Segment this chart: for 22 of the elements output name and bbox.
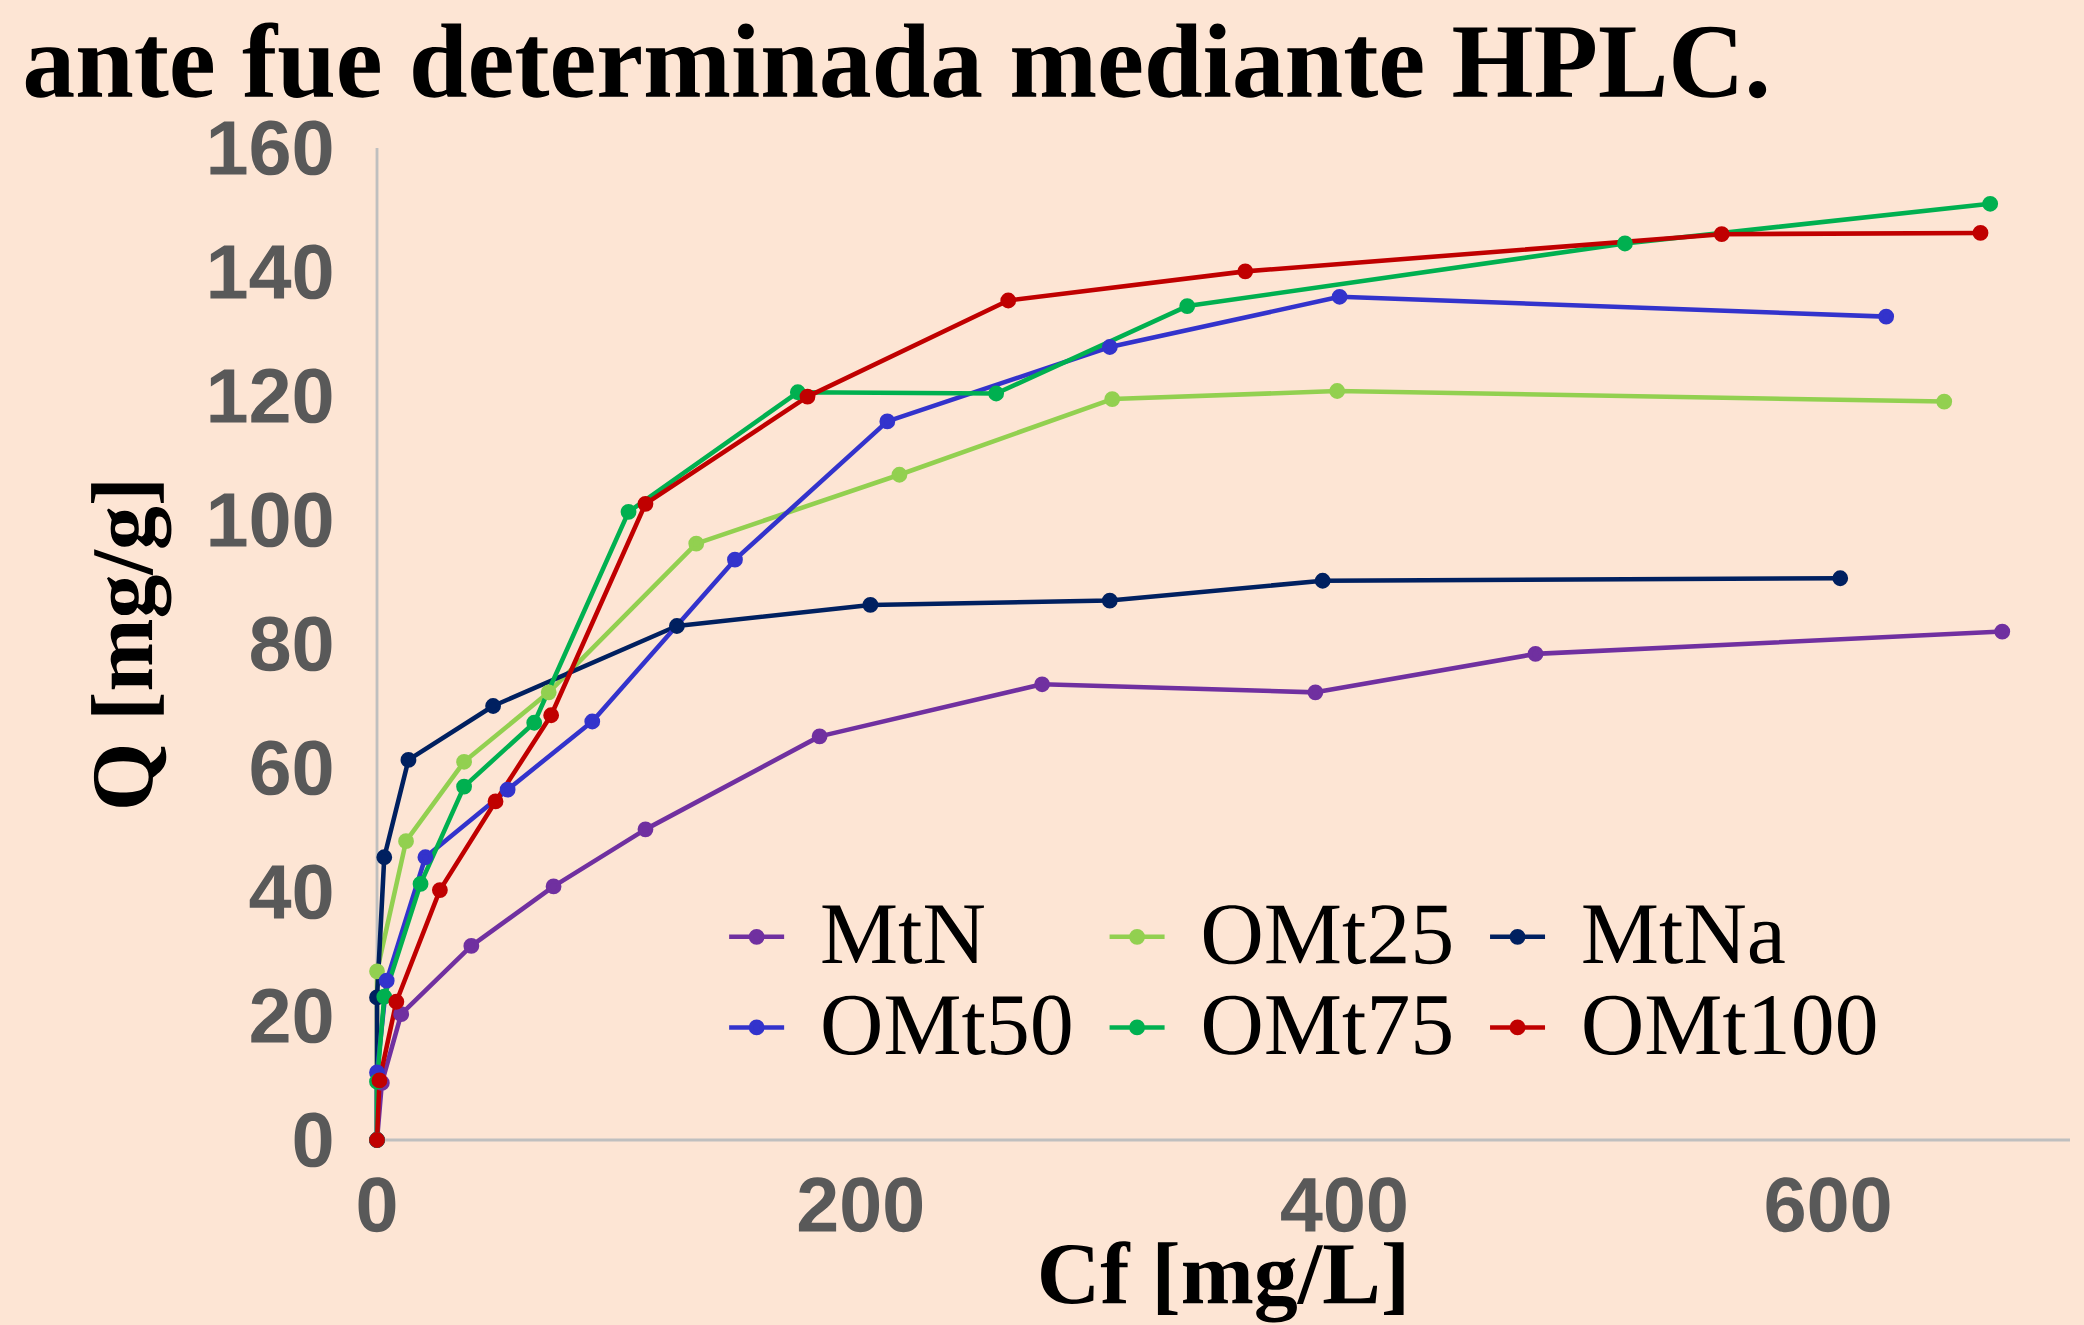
y-tick-label: 100 [210,492,332,548]
x-tick-label: 200 [798,1177,923,1233]
legend-label: MtNa [1583,905,1785,964]
chart-title: ante fue determinada mediante HPLC. [25,22,1767,99]
legend-label: OMt75 [1203,995,1451,1055]
x-tick-label: 400 [1281,1177,1406,1233]
y-tick-label: 0 [294,1112,332,1168]
y-tick-label: 140 [210,244,332,300]
x-tick-label: 600 [1766,1177,1890,1233]
legend-label: OMt50 [823,995,1071,1055]
y-tick-label: 120 [210,368,332,424]
legend-label: OMt100 [1584,995,1876,1055]
legend-label: OMt25 [1203,905,1451,965]
x-axis-title: Cf [mg/L] [1041,1241,1404,1323]
legend-label: MtN [822,905,984,964]
y-tick-label: 20 [251,988,332,1044]
y-tick-label: 80 [251,616,332,672]
y-tick-label: 60 [251,740,332,796]
y-tick-label: 40 [249,864,332,920]
y-axis-title: Q [mg/g] [91,483,172,807]
y-tick-label: 160 [210,120,332,176]
x-tick-label: 0 [358,1177,396,1233]
